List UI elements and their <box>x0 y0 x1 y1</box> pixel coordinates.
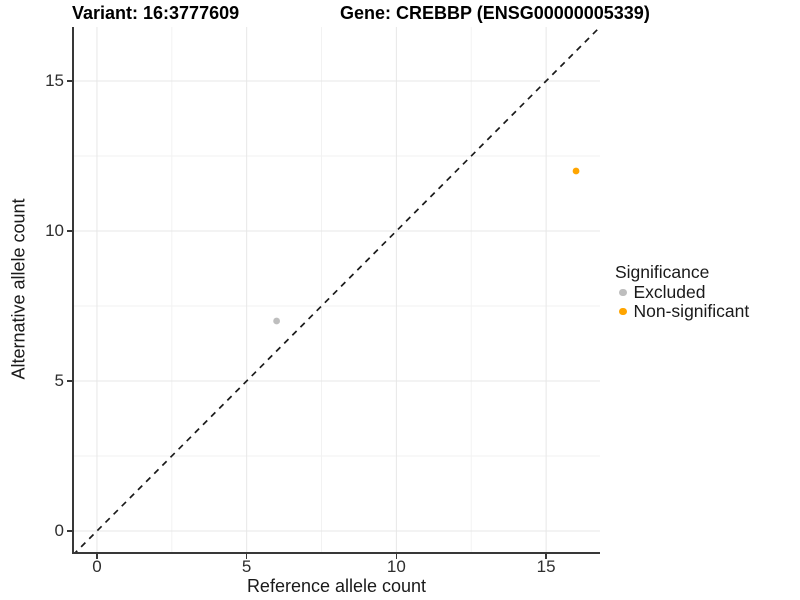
y-tick-label: 0 <box>54 521 64 540</box>
x-tick-label: 10 <box>386 557 406 576</box>
x-axis-tick <box>545 553 547 559</box>
x-tick-label: 0 <box>92 557 102 576</box>
legend-title: Significance <box>615 262 710 282</box>
x-axis-line <box>72 552 600 554</box>
data-point-non-significant <box>572 167 580 175</box>
legend-item-non-significant: Non-significant <box>615 301 750 321</box>
y-tick-label: 10 <box>45 221 64 240</box>
identity-line <box>74 27 600 552</box>
data-point-excluded <box>273 317 281 325</box>
x-tick-label: 5 <box>241 557 252 576</box>
x-axis-tick <box>245 553 248 559</box>
y-axis-tick <box>67 380 72 382</box>
y-axis-tick <box>67 80 72 82</box>
y-axis-line <box>72 27 74 554</box>
x-axis-tick <box>395 553 398 559</box>
y-axis-tick <box>67 530 72 532</box>
legend-item-label: Non-significant <box>633 301 750 321</box>
plot-title-variant: Variant: 16:3777609 <box>72 3 240 23</box>
legend-key-dot-icon <box>619 288 627 297</box>
legend: Significance Excluded Non-significant <box>615 262 749 321</box>
legend-item-label: Excluded <box>633 282 706 302</box>
legend-item-excluded: Excluded <box>615 282 749 302</box>
x-axis-label: Reference allele count <box>246 576 427 596</box>
x-axis-tick <box>96 553 98 559</box>
legend-items: Excluded Non-significant <box>615 282 750 321</box>
y-axis-label: Alternative allele count <box>8 198 29 380</box>
plot-panel <box>73 27 600 552</box>
y-tick-label: 5 <box>54 371 64 390</box>
plot-title-gene: Gene: CREBBP (ENSG00000005339) <box>340 3 650 23</box>
legend-key-dot-icon <box>619 307 627 316</box>
y-axis-tick <box>67 230 72 232</box>
x-tick-label: 15 <box>536 557 556 576</box>
y-tick-label: 15 <box>45 71 64 90</box>
